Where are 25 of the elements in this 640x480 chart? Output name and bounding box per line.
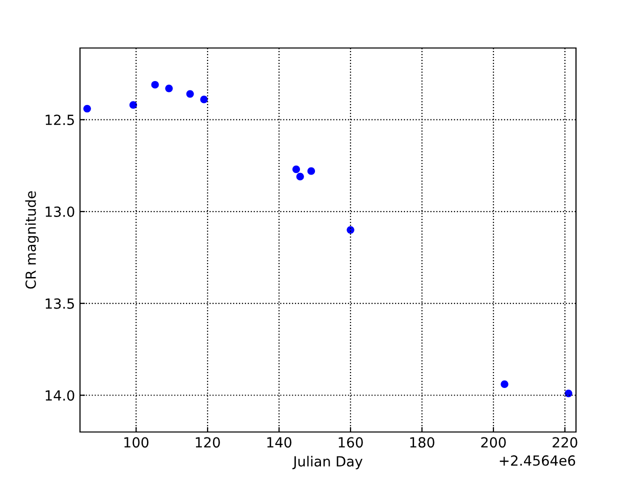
x-tick-label: 200 bbox=[481, 437, 506, 448]
point bbox=[296, 172, 304, 180]
y-axis-title: CR magnitude bbox=[25, 191, 39, 289]
x-axis-title: Julian Day bbox=[292, 456, 362, 470]
point bbox=[151, 80, 159, 89]
y-tick-label: 13.0 bbox=[46, 206, 74, 217]
point bbox=[500, 380, 508, 388]
x-tick-label: 100 bbox=[124, 437, 148, 448]
point bbox=[186, 90, 194, 98]
x-tick-label: 220 bbox=[552, 437, 578, 448]
point bbox=[200, 96, 208, 104]
x-tick-label: 180 bbox=[410, 437, 434, 448]
point bbox=[129, 101, 138, 109]
point bbox=[165, 84, 173, 92]
y-tick-label: 14.0 bbox=[46, 390, 74, 401]
x-tick-label: 160 bbox=[338, 437, 363, 448]
point bbox=[292, 165, 300, 174]
x-tick-label: 140 bbox=[267, 437, 292, 448]
point bbox=[346, 226, 354, 234]
text: +2.4564e6 bbox=[500, 455, 576, 466]
y-tick-label: 12.5 bbox=[46, 114, 74, 126]
x-tick-label: 120 bbox=[196, 437, 220, 448]
y-tick-label: 13.5 bbox=[46, 298, 74, 309]
point bbox=[307, 167, 316, 175]
point bbox=[83, 104, 91, 112]
